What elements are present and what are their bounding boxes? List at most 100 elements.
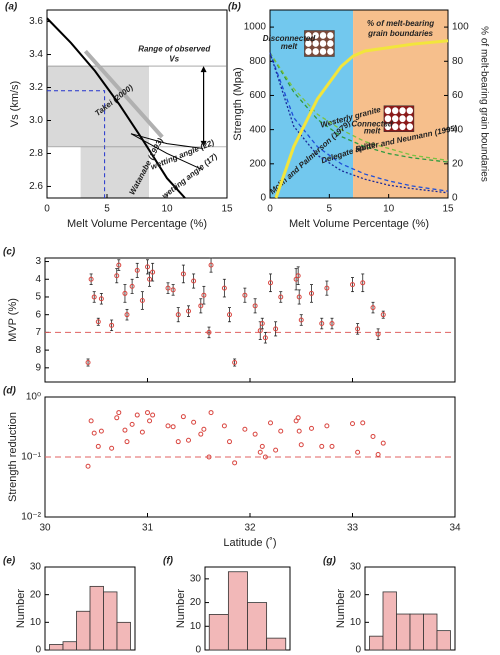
y-tick-label: 20 xyxy=(30,589,42,600)
x-tick-label: 5 xyxy=(327,204,333,215)
data-point xyxy=(122,290,128,296)
bar xyxy=(369,635,384,651)
y-tick-label: 4 xyxy=(35,274,41,285)
data-point xyxy=(350,421,355,427)
data-point xyxy=(191,278,197,284)
data-point xyxy=(170,424,176,430)
y-tick-label: 9 xyxy=(35,362,41,373)
x-axis-label: Melt Volume Percentage (%) xyxy=(289,218,429,230)
data-point xyxy=(278,428,284,434)
data-point xyxy=(242,426,248,432)
y-axis-label: Strength reduction xyxy=(7,412,19,502)
data-point xyxy=(273,326,279,332)
data-point xyxy=(355,326,361,332)
y-tick-label: 5 xyxy=(35,292,41,303)
y-tick-label: 3.0 xyxy=(29,115,43,126)
bar xyxy=(396,613,411,651)
data-point xyxy=(129,283,135,289)
y-tick-label: 2.6 xyxy=(29,181,43,192)
y2-tick-label: 0 xyxy=(452,193,458,204)
data-point xyxy=(309,290,314,296)
data-point xyxy=(175,312,181,318)
annotation: Connected xyxy=(351,120,393,129)
series-line xyxy=(130,133,204,171)
data-point xyxy=(134,267,140,273)
bar xyxy=(409,613,424,651)
y-axis-label: Number xyxy=(175,589,187,628)
x-tick-label: 15 xyxy=(221,204,233,215)
y-tick-label: 7 xyxy=(35,327,41,338)
data-point xyxy=(150,269,156,275)
y-tick-label: 600 xyxy=(249,90,266,101)
y-tick-label: 30 xyxy=(190,573,202,584)
grain xyxy=(305,48,312,55)
grain xyxy=(406,107,414,115)
data-point xyxy=(268,420,273,426)
data-point xyxy=(329,321,335,327)
bar xyxy=(423,613,438,651)
y-axis-label: MVP (%) xyxy=(7,298,19,342)
data-point xyxy=(147,276,153,282)
y-tick-label: 10⁰ xyxy=(26,392,41,403)
panel-label: (d) xyxy=(3,386,16,397)
observed-range-area xyxy=(47,66,149,198)
annotation: melt xyxy=(281,42,298,51)
data-point xyxy=(298,442,304,448)
data-point xyxy=(273,447,279,453)
data-point xyxy=(98,428,104,434)
plot-frame xyxy=(46,9,228,199)
grain xyxy=(312,32,319,39)
grain xyxy=(327,40,334,47)
y-tick-label: 10⁻¹ xyxy=(21,452,41,463)
annotation: % of melt-bearing xyxy=(367,19,434,28)
x-tick-label: 32 xyxy=(244,523,256,534)
data-point xyxy=(262,335,268,341)
data-point xyxy=(257,449,263,455)
data-point xyxy=(360,420,366,426)
y-tick-label: 8 xyxy=(35,345,41,356)
y-tick-label: 10 xyxy=(30,617,42,628)
data-point xyxy=(114,273,120,279)
series-line xyxy=(130,133,204,150)
y-tick-label: 30 xyxy=(30,562,42,573)
bar xyxy=(436,630,451,651)
data-point xyxy=(259,321,265,327)
data-point xyxy=(380,312,386,318)
data-point xyxy=(360,280,366,286)
y-tick-label: 0 xyxy=(35,645,41,655)
y-tick-label: 10 xyxy=(350,617,362,628)
x-tick-label: 31 xyxy=(142,523,154,534)
data-point xyxy=(375,331,381,337)
data-point xyxy=(262,454,268,460)
series-line xyxy=(46,17,186,199)
y-tick-label: 10⁻² xyxy=(21,512,41,523)
y-tick-label: 3.2 xyxy=(29,82,43,93)
data-point xyxy=(175,439,181,445)
data-point xyxy=(91,294,97,300)
grain xyxy=(406,123,414,131)
grain xyxy=(319,40,327,47)
data-point xyxy=(91,430,97,436)
grain xyxy=(312,48,319,55)
data-point xyxy=(227,312,232,318)
bar xyxy=(208,614,229,651)
bar xyxy=(103,591,118,651)
data-point xyxy=(198,431,204,437)
bar xyxy=(116,621,131,651)
data-point xyxy=(134,412,140,418)
data-point xyxy=(145,410,150,416)
data-point xyxy=(221,285,227,291)
data-point xyxy=(319,443,325,449)
x-tick-label: 10 xyxy=(161,204,173,215)
y2-axis-label: % of melt-bearing grain boundaries xyxy=(478,26,489,182)
data-point xyxy=(95,319,101,325)
data-point xyxy=(180,271,186,277)
grain xyxy=(327,48,334,55)
annotation: Range of observed xyxy=(138,45,211,54)
y-tick-label: 2.8 xyxy=(29,148,43,159)
data-point xyxy=(116,410,122,416)
data-point xyxy=(370,305,376,311)
data-point xyxy=(232,460,238,466)
data-point xyxy=(85,463,91,469)
